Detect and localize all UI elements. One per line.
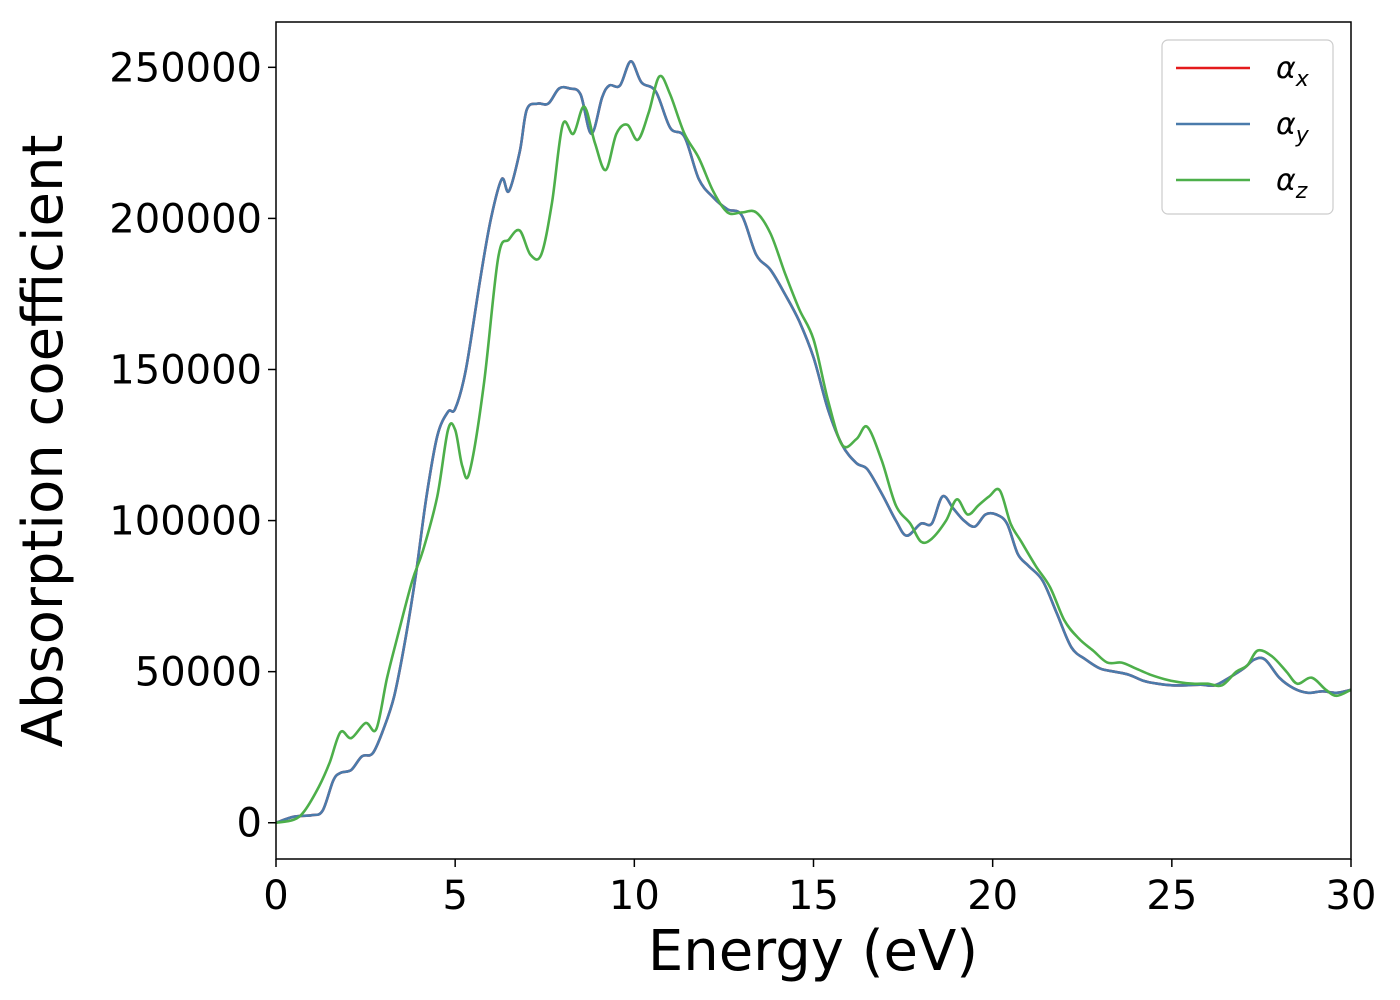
y-tick-label: 50000 <box>135 650 262 696</box>
x-tick-label: 30 <box>1326 873 1377 919</box>
series-line-z <box>276 74 1351 824</box>
series-layer <box>276 60 1351 824</box>
y-tick-label: 250000 <box>109 45 262 91</box>
legend-box <box>1161 39 1334 215</box>
series-line-y <box>276 60 1351 824</box>
x-tick-label: 15 <box>788 873 839 919</box>
x-tick-label: 5 <box>442 873 467 919</box>
x-tick-label: 0 <box>263 873 288 919</box>
tick-layer: 0 5 10 15 20 25 30 0 50000 100000 150000 200000 2500… <box>109 45 1376 919</box>
y-axis-label: Absorption coefficient <box>11 135 76 748</box>
x-tick-label: 25 <box>1146 873 1197 919</box>
y-tick-label: 100000 <box>109 499 262 545</box>
x-tick-label: 20 <box>967 873 1018 919</box>
x-tick-label: 10 <box>609 873 660 919</box>
x-axis-label: Energy (eV) <box>648 919 978 984</box>
y-tick-label: 200000 <box>109 196 262 242</box>
y-tick-label: 0 <box>237 801 262 847</box>
y-tick-label: 150000 <box>109 347 262 393</box>
